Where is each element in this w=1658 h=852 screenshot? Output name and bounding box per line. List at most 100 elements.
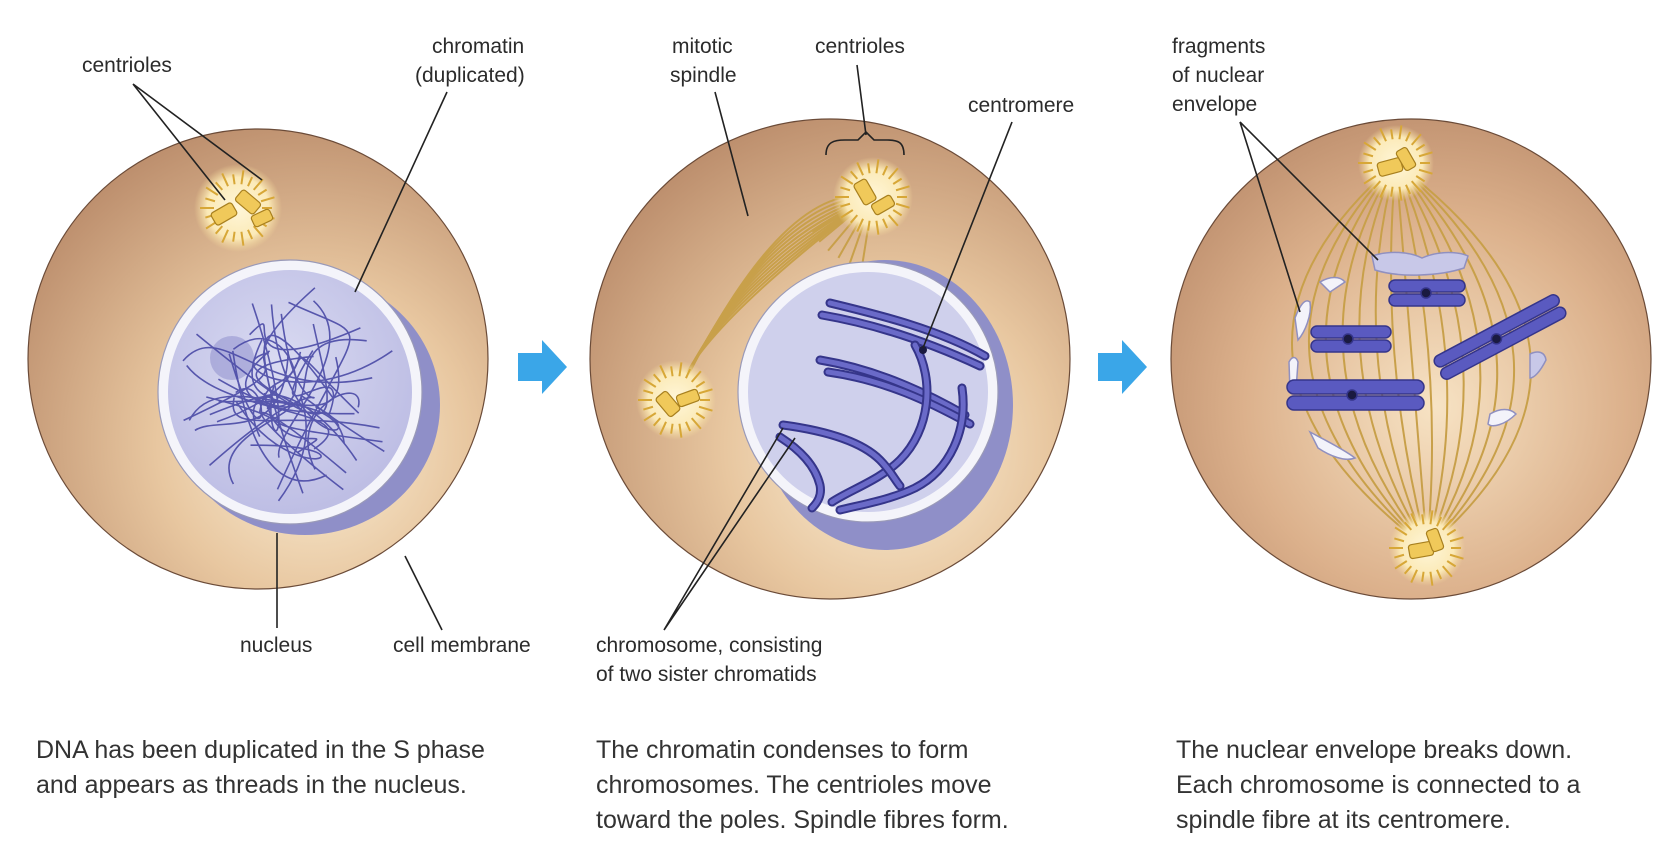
aster-ray — [257, 188, 268, 196]
chromatin-thread — [260, 411, 347, 491]
aster-ray — [1363, 152, 1374, 158]
label-cell-membrane: cell membrane — [393, 634, 531, 657]
spindle-fibre — [1395, 162, 1428, 549]
aster-ray — [1418, 168, 1433, 175]
caption-late-prophase: The nuclear envelope breaks down. Each c… — [1176, 733, 1646, 838]
label-chromosome: chromosome, consisting — [596, 634, 822, 657]
aster-ray — [1436, 516, 1443, 527]
leader-fragments — [1239, 121, 1379, 313]
aster-ray — [247, 176, 254, 187]
aster-ray — [690, 417, 702, 430]
aster-ray — [1410, 569, 1418, 583]
aster-ray — [875, 220, 880, 235]
centriole-icon — [234, 189, 262, 215]
spindle-fibre — [1358, 162, 1428, 549]
aster-ray — [221, 229, 229, 243]
caption-line: chromosomes. The centrioles move — [596, 771, 992, 799]
mitotic-spindle — [1291, 162, 1532, 549]
chromosomes — [1286, 279, 1567, 411]
aster-ray — [875, 159, 880, 174]
aster-ray — [849, 214, 859, 224]
chromosome — [1388, 279, 1466, 307]
aster-ray — [1372, 180, 1382, 190]
aster-ray — [1394, 537, 1405, 543]
aster-ray — [240, 231, 245, 246]
arrow-right-icon — [518, 340, 567, 394]
aster-ray — [840, 202, 851, 208]
label-fragments: fragments — [1172, 35, 1265, 58]
aster-ray — [1394, 553, 1405, 559]
centriole-icon — [655, 390, 681, 418]
label-chromatin: chromatin — [432, 35, 524, 58]
aster-ray — [1410, 180, 1422, 193]
centrosome-left — [636, 360, 716, 440]
aster-ray — [205, 197, 216, 203]
nuclear-envelope-fragments — [1288, 251, 1547, 460]
leader-centrioles-2 — [825, 64, 905, 156]
aster-ray — [856, 218, 864, 232]
label-chromatin-duplicated: (duplicated) — [415, 64, 525, 87]
aster-ray — [1394, 526, 1408, 536]
aster-ray — [1410, 513, 1418, 527]
nucleus — [168, 270, 412, 514]
chromatin-threads — [182, 287, 393, 502]
aster-ray — [1403, 565, 1413, 575]
aster-ray — [1372, 136, 1382, 146]
caption-line: and appears as threads in the nucleus. — [36, 771, 467, 799]
aster-ray — [205, 186, 219, 196]
spindle-fibre — [1324, 162, 1428, 549]
chromosome — [815, 355, 975, 429]
aster-ray — [643, 378, 657, 388]
aster-ray — [1398, 186, 1403, 201]
aster-ray — [1441, 565, 1453, 578]
aster-ray — [1415, 175, 1426, 183]
spindle-fibre — [1341, 162, 1428, 549]
leader-centromere — [922, 121, 1013, 349]
centrosome-top — [1358, 125, 1434, 201]
spindle-fibre — [1395, 162, 1499, 549]
aster-ray — [1449, 553, 1464, 560]
arrow-right-icon — [1098, 340, 1147, 394]
chromatin-thread — [208, 313, 315, 466]
chromatin-thread — [252, 350, 393, 383]
spindle-fibre — [1390, 162, 1428, 549]
leader-chromatin — [354, 91, 448, 293]
caption-line: Each chromosome is connected to a — [1176, 771, 1581, 799]
centriole-icon — [675, 388, 701, 408]
aster-ray — [892, 209, 903, 217]
chromatin-thread — [232, 350, 327, 482]
chromosome — [827, 340, 968, 515]
aster-ray — [240, 170, 245, 185]
aster-ray — [247, 229, 254, 240]
nucleolus — [210, 336, 254, 380]
aster-ray — [1379, 184, 1387, 198]
aster-ray — [643, 412, 657, 422]
label-centromere: centromere — [968, 94, 1074, 117]
leader-centrioles — [132, 83, 263, 201]
chromatin-thread — [235, 401, 322, 460]
caption-line: DNA has been duplicated in the S phase — [36, 736, 485, 764]
chromosome — [817, 298, 990, 371]
aster-ray — [887, 214, 899, 227]
aster-ray — [895, 202, 910, 209]
caption-line: The nuclear envelope breaks down. — [1176, 736, 1573, 764]
centriole-icon — [853, 178, 877, 206]
chromosome — [1310, 325, 1392, 353]
spindle-fibre — [1395, 162, 1515, 549]
aster-ray — [892, 177, 903, 185]
label-envelope: envelope — [1172, 93, 1257, 116]
aster-ray — [1363, 168, 1374, 174]
spindle-fibre — [1395, 162, 1433, 549]
aster-ray — [1394, 560, 1408, 570]
aster-ray — [678, 423, 683, 438]
chromatin-thread — [255, 355, 314, 412]
aster-ray — [698, 405, 713, 412]
label-centrioles-2: centrioles — [815, 35, 905, 58]
centrosome-bottom — [1389, 510, 1465, 586]
aster-ray — [840, 209, 854, 219]
chromatin-thread — [251, 303, 280, 432]
panel-late-prophase-cell: fragments of nuclear envelope — [1170, 35, 1652, 600]
chromatin-thread — [307, 392, 360, 470]
aster-ray — [1410, 133, 1422, 146]
aster-ray — [1436, 569, 1443, 580]
